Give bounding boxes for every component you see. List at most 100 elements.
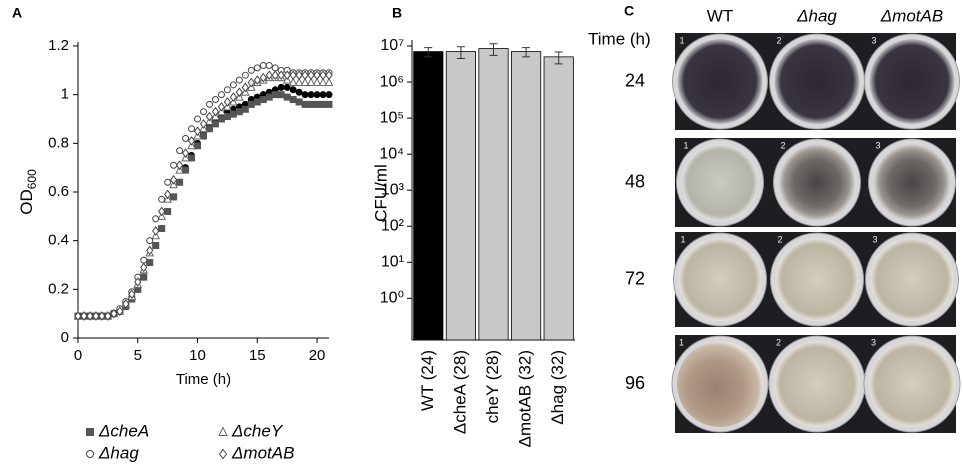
marker — [235, 76, 243, 84]
panel-label: A — [12, 5, 22, 21]
marker — [98, 311, 106, 321]
marker — [247, 100, 255, 108]
marker — [313, 91, 321, 99]
marker — [200, 132, 207, 140]
x-tick-label: ΔmotAB (32) — [516, 350, 535, 447]
marker — [289, 86, 297, 94]
y-tick-label: 1.2 — [48, 37, 69, 54]
marker — [288, 77, 298, 86]
well — [774, 39, 860, 124]
well — [681, 144, 759, 221]
marker — [283, 93, 291, 101]
bar — [543, 56, 574, 341]
y-tick-label: 10⁶ — [380, 73, 404, 90]
marker — [229, 81, 237, 89]
marker — [271, 64, 279, 72]
marker — [211, 96, 219, 104]
legend-marker — [218, 448, 228, 460]
column-header: Δhag — [796, 6, 837, 25]
marker — [265, 61, 273, 69]
well-number: 1 — [680, 35, 685, 45]
marker — [265, 93, 273, 101]
marker — [152, 242, 160, 250]
marker — [164, 178, 172, 186]
row-label: 24 — [625, 70, 645, 90]
row-label: 72 — [625, 268, 645, 288]
row-header: Time (h) — [588, 29, 651, 48]
marker — [128, 289, 136, 300]
marker — [301, 100, 309, 108]
error-bar — [522, 47, 531, 58]
y-tick-label: 10¹ — [381, 254, 404, 271]
marker — [253, 98, 261, 106]
marker — [319, 100, 327, 108]
row-label: 48 — [625, 171, 645, 191]
column-header: ΔmotAB — [880, 6, 943, 25]
marker — [283, 70, 291, 81]
well-number: 3 — [873, 234, 878, 244]
marker — [80, 311, 88, 321]
marker — [205, 100, 213, 108]
legend-label: ΔmotAB — [231, 443, 294, 462]
marker — [277, 91, 285, 99]
marker — [134, 277, 142, 287]
marker — [265, 70, 273, 81]
marker — [295, 88, 303, 96]
well-number: 2 — [778, 234, 783, 244]
y-tick-label: 1 — [61, 86, 69, 103]
well-number: 2 — [781, 140, 786, 150]
row-label: 96 — [625, 373, 645, 393]
well — [873, 144, 951, 221]
legend-marker — [86, 428, 94, 436]
legend-marker — [218, 426, 228, 436]
marker — [182, 134, 190, 142]
marker — [176, 178, 184, 186]
marker — [318, 77, 328, 86]
marker — [217, 102, 226, 112]
marker — [247, 77, 255, 88]
marker — [259, 72, 267, 83]
x-tick-label: 0 — [74, 347, 82, 364]
well-number: 3 — [872, 35, 877, 45]
marker — [325, 100, 333, 108]
marker — [313, 70, 321, 81]
x-tick-label: ΔcheA (28) — [450, 350, 469, 434]
y-tick-label: 0 — [61, 329, 69, 346]
marker — [325, 91, 333, 99]
marker — [223, 86, 231, 94]
marker — [313, 100, 321, 108]
marker — [324, 77, 334, 86]
y-tick-label: 0.4 — [48, 232, 69, 249]
legend-label: ΔcheA — [98, 421, 149, 440]
legend-marker — [86, 450, 94, 458]
well — [678, 238, 762, 321]
marker — [74, 311, 82, 321]
marker — [92, 311, 100, 321]
marker — [170, 161, 178, 169]
x-tick-label: 5 — [134, 347, 142, 364]
well — [775, 238, 859, 321]
marker — [312, 77, 322, 86]
y-tick-label: 10⁴ — [379, 145, 404, 162]
x-tick-label: Δhag (32) — [548, 350, 567, 425]
well-number: 2 — [777, 35, 782, 45]
marker — [271, 70, 279, 81]
marker — [277, 83, 285, 91]
marker — [182, 166, 190, 174]
y-axis-label-main: OD — [17, 189, 36, 215]
marker — [104, 311, 112, 321]
marker — [205, 111, 214, 122]
marker — [188, 125, 196, 133]
marker — [188, 154, 196, 162]
marker — [194, 142, 202, 150]
marker — [325, 70, 333, 81]
column-header: WT — [707, 6, 733, 25]
well-number: 1 — [684, 140, 689, 150]
marker — [271, 91, 279, 99]
marker — [193, 126, 202, 137]
x-tick-label: 20 — [309, 347, 326, 364]
marker — [122, 299, 130, 309]
y-tick-label: 10⁷ — [380, 37, 404, 54]
marker — [200, 108, 207, 116]
bar — [478, 48, 509, 341]
